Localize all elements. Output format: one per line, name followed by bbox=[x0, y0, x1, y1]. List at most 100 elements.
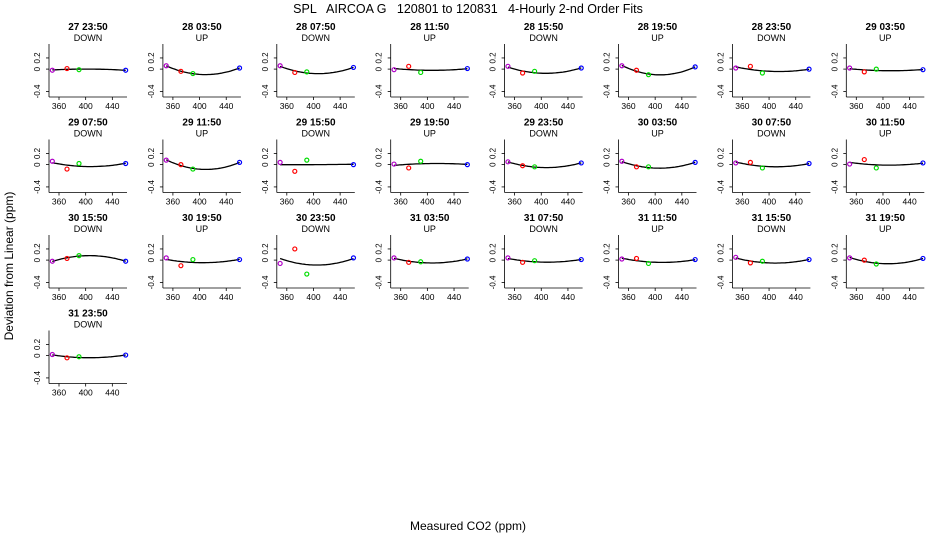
data-point bbox=[406, 259, 412, 265]
data-point bbox=[49, 67, 55, 73]
x-tick-label: 400 bbox=[876, 197, 890, 207]
x-tick-label: 440 bbox=[219, 197, 233, 207]
x-tick-label: 440 bbox=[105, 197, 119, 207]
data-point bbox=[733, 160, 739, 166]
x-tick-label: 400 bbox=[762, 292, 776, 302]
panel-title: 30 23:50 bbox=[296, 213, 336, 224]
y-tick-label: -0.4 bbox=[830, 84, 839, 98]
x-tick-label: 440 bbox=[105, 101, 119, 111]
data-point bbox=[861, 156, 867, 163]
panel-direction-label: UP bbox=[651, 129, 664, 139]
x-tick-label: 440 bbox=[675, 197, 689, 207]
panel-direction-label: DOWN bbox=[757, 224, 786, 234]
fit-curve bbox=[165, 159, 240, 171]
y-tick-label: -0.4 bbox=[147, 275, 156, 289]
panel-direction-label: UP bbox=[196, 224, 209, 234]
y-tick-label: -0.4 bbox=[716, 84, 725, 98]
data-point bbox=[519, 259, 526, 265]
data-point bbox=[873, 66, 879, 72]
data-point bbox=[747, 260, 754, 266]
y-tick-label: 0.2 bbox=[375, 52, 384, 64]
y-tick-label: -0.4 bbox=[33, 275, 42, 289]
y-tick-label: -0.4 bbox=[603, 84, 612, 98]
data-point bbox=[619, 256, 625, 262]
y-tick-label: 0 bbox=[603, 257, 612, 262]
x-tick-label: 360 bbox=[849, 292, 863, 302]
panel-title: 27 23:50 bbox=[68, 22, 108, 33]
panel-title: 29 19:50 bbox=[410, 118, 450, 129]
y-tick-label: 0 bbox=[716, 66, 725, 71]
panel-direction-label: UP bbox=[879, 129, 892, 139]
figure-title: SPL AIRCOA G 120801 to 120831 4-Hourly 2… bbox=[293, 2, 643, 16]
y-tick-label: 0 bbox=[147, 162, 156, 167]
data-point bbox=[505, 159, 511, 165]
data-point bbox=[873, 261, 879, 267]
data-point bbox=[49, 258, 55, 264]
data-point bbox=[123, 67, 129, 73]
y-tick-label: 0.2 bbox=[489, 147, 498, 159]
data-point bbox=[190, 256, 196, 263]
panel-direction-label: DOWN bbox=[757, 129, 786, 139]
data-point bbox=[163, 157, 169, 163]
data-point bbox=[847, 255, 853, 261]
panel-title: 29 03:50 bbox=[866, 22, 906, 33]
data-point bbox=[619, 63, 625, 69]
y-tick-label: -0.4 bbox=[33, 84, 42, 98]
x-tick-label: 360 bbox=[394, 197, 408, 207]
y-tick-label: 0.2 bbox=[33, 338, 42, 350]
x-tick-label: 360 bbox=[508, 292, 522, 302]
fit-curve bbox=[621, 161, 696, 169]
x-tick-label: 360 bbox=[849, 197, 863, 207]
panel-title: 31 19:50 bbox=[866, 213, 906, 224]
data-point bbox=[76, 354, 82, 360]
panel-direction-label: DOWN bbox=[74, 320, 103, 330]
y-tick-label: 0.2 bbox=[489, 243, 498, 255]
y-tick-label: 0.2 bbox=[716, 243, 725, 255]
y-tick-label: 0 bbox=[375, 66, 384, 71]
data-point bbox=[861, 257, 867, 263]
data-point bbox=[277, 260, 283, 267]
x-tick-label: 360 bbox=[280, 197, 294, 207]
data-point bbox=[190, 70, 196, 77]
panel-title: 28 11:50 bbox=[410, 22, 449, 33]
data-point bbox=[645, 164, 652, 170]
y-tick-label: -0.4 bbox=[603, 179, 612, 193]
x-tick-label: 440 bbox=[447, 292, 461, 302]
data-point bbox=[277, 63, 283, 69]
panel-title: 29 07:50 bbox=[68, 118, 108, 129]
data-point bbox=[464, 65, 470, 72]
fit-curve bbox=[52, 68, 126, 71]
x-tick-label: 400 bbox=[648, 197, 662, 207]
panel-title: 30 19:50 bbox=[182, 213, 222, 224]
panel-direction-label: DOWN bbox=[529, 224, 558, 234]
panel-direction-label: DOWN bbox=[757, 33, 786, 43]
data-point bbox=[505, 63, 511, 69]
x-tick-label: 360 bbox=[621, 101, 635, 111]
x-tick-label: 440 bbox=[789, 292, 803, 302]
data-point bbox=[236, 65, 243, 71]
y-tick-label: 0.2 bbox=[33, 52, 42, 64]
data-point bbox=[163, 255, 169, 261]
x-tick-label: 440 bbox=[903, 101, 917, 111]
fit-curve bbox=[735, 66, 810, 73]
x-tick-label: 440 bbox=[333, 292, 347, 302]
panel-title: 30 07:50 bbox=[752, 118, 792, 129]
panel-direction-label: DOWN bbox=[74, 129, 103, 139]
data-point bbox=[531, 258, 538, 264]
x-tick-label: 400 bbox=[79, 101, 93, 111]
panel-title: 31 07:50 bbox=[524, 213, 564, 224]
y-tick-label: -0.4 bbox=[830, 179, 839, 193]
data-point bbox=[64, 65, 70, 72]
panel-title: 30 03:50 bbox=[638, 118, 678, 129]
